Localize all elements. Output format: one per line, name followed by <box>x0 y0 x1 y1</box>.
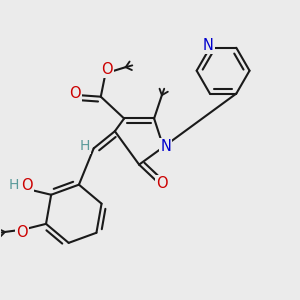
Text: O: O <box>21 178 33 193</box>
Text: H: H <box>80 139 90 153</box>
Text: H: H <box>9 178 19 191</box>
Text: O: O <box>101 61 113 76</box>
Text: N: N <box>203 38 214 53</box>
Text: N: N <box>160 140 171 154</box>
Text: O: O <box>69 86 80 101</box>
Text: O: O <box>156 176 168 191</box>
Text: O: O <box>16 225 28 240</box>
